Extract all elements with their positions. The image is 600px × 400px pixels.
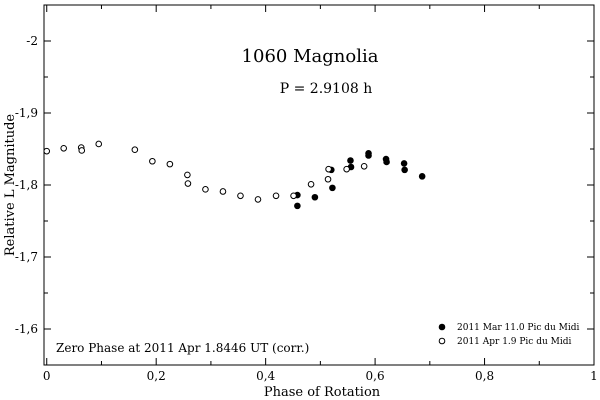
data-point-open-9 [184, 180, 192, 187]
data-point-open-1 [60, 144, 68, 152]
legend: 2011 Mar 11.0 Pic du Midi 2011 Apr 1.9 P… [438, 323, 580, 347]
data-point-filled-8 [365, 152, 372, 159]
data-point-open-17 [324, 175, 332, 183]
data-point-open-20 [360, 162, 368, 170]
data-point-open-12 [237, 192, 244, 200]
data-point-open-5 [131, 146, 139, 154]
x-tick-label: 1 [590, 369, 598, 383]
x-tick-label: 0,2 [147, 369, 166, 383]
x-axis-label: Phase of Rotation [264, 385, 381, 400]
data-point-open-7 [166, 160, 174, 168]
x-tick-label: 0 [43, 369, 51, 383]
data-point-filled-2 [311, 193, 319, 201]
y-tick-label: -1,7 [15, 250, 38, 264]
legend-label-series-2: 2011 Apr 1.9 Pic du Midi [457, 337, 571, 347]
x-tick-label: 0,4 [256, 369, 275, 383]
data-point-open-8 [184, 171, 191, 179]
y-axis-label: Relative L Magnitude [3, 114, 18, 257]
y-tick-label: -2 [26, 34, 38, 48]
data-point-open-11 [219, 188, 227, 195]
y-tick-label: -1,8 [15, 178, 38, 192]
data-point-open-19 [343, 165, 350, 173]
data-point-filled-10 [383, 158, 390, 166]
x-tick-label: 0,8 [475, 369, 494, 383]
chart-title: 1060 Magnolia [242, 46, 379, 67]
data-point-open-0 [43, 147, 51, 155]
zero-phase-annotation: Zero Phase at 2011 Apr 1.8446 UT (corr.) [56, 341, 309, 355]
legend-label-series-1: 2011 Mar 11.0 Pic du Midi [457, 323, 580, 333]
data-point-filled-5 [347, 157, 354, 164]
data-point-open-10 [202, 186, 209, 193]
axis-ticks: 0 0,2 0,4 0,6 0,8 1 -2 -1,9 -1,8 -1,7 -1,6 [15, 5, 598, 383]
data-point-open-14 [272, 192, 280, 200]
data-point-filled-4 [329, 184, 336, 192]
legend-marker-filled [438, 323, 446, 331]
data-point-filled-13 [418, 173, 426, 180]
data-point-open-4 [95, 140, 103, 148]
data-point-open-6 [149, 157, 156, 165]
y-tick-label: -1,6 [15, 322, 38, 336]
data-point-open-16 [307, 180, 315, 188]
data-point-open-3 [78, 147, 86, 154]
data-point-filled-1 [294, 202, 301, 210]
chart-subtitle: P = 2.9108 h [280, 81, 373, 97]
data-point-open-15 [290, 192, 297, 200]
data-marks [43, 140, 426, 210]
y-tick-label: -1,9 [15, 106, 38, 120]
data-point-open-18 [325, 165, 332, 173]
legend-marker-open [438, 337, 446, 345]
data-point-open-13 [254, 196, 262, 203]
x-tick-label: 0,6 [366, 369, 385, 383]
data-point-filled-12 [401, 166, 408, 174]
data-point-filled-11 [400, 160, 408, 167]
